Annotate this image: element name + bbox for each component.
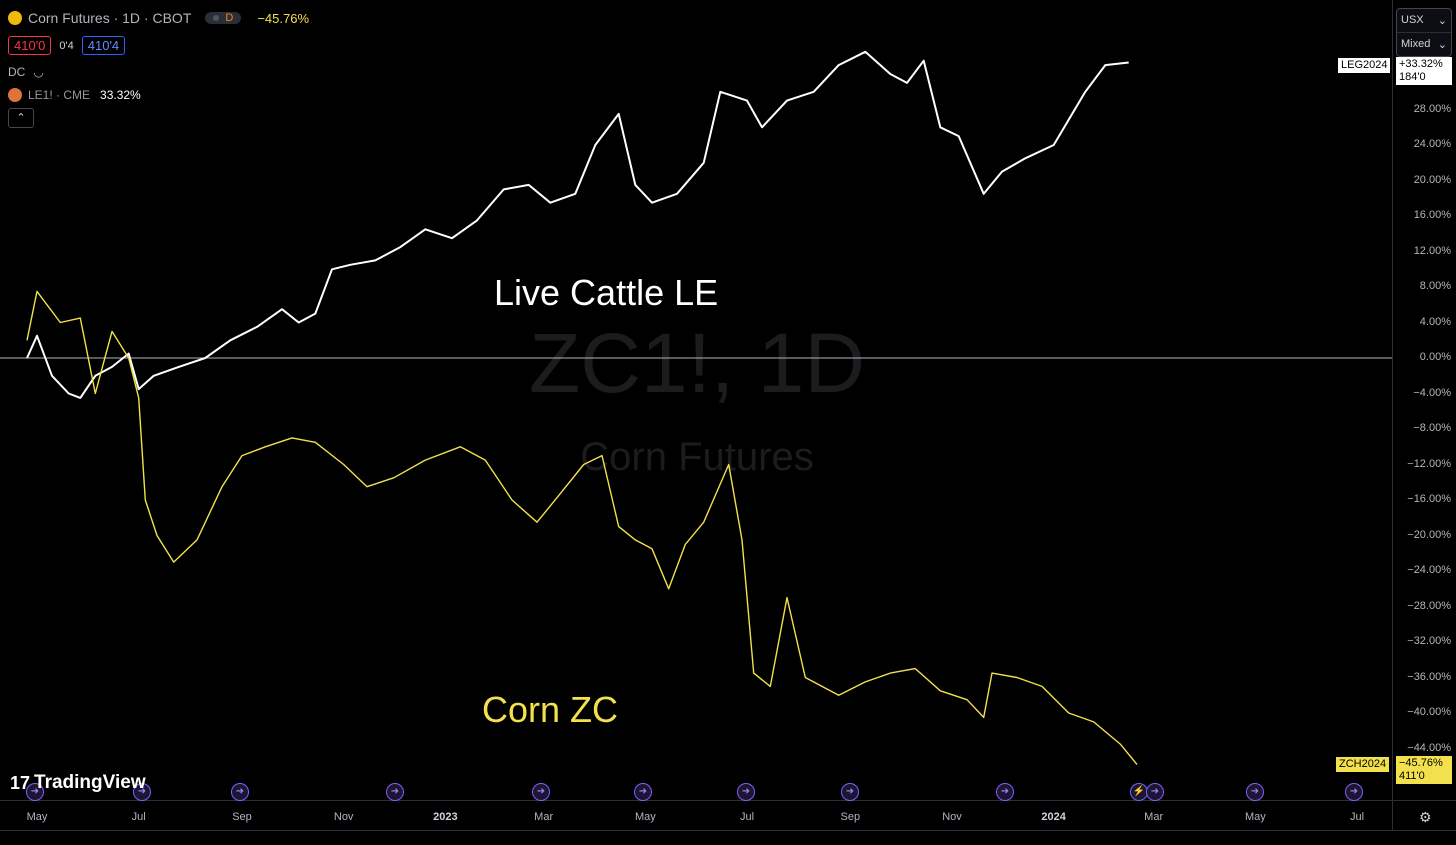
y-tick-label: 0.00% bbox=[1419, 351, 1451, 363]
interval-badge[interactable]: D bbox=[205, 12, 242, 24]
x-tick-label: Nov bbox=[333, 811, 354, 823]
chart-canvas[interactable]: ZC1!, 1D Corn Futures Live Cattle LE Cor… bbox=[0, 0, 1392, 800]
interval-label: D bbox=[225, 12, 234, 24]
x-tick-label: Mar bbox=[1144, 811, 1164, 823]
le-pct: +33.32% bbox=[1399, 58, 1443, 70]
watermark-symbol: ZC1!, 1D bbox=[529, 316, 865, 410]
y-tick-label: −24.00% bbox=[1407, 564, 1451, 576]
symbol-header: Corn Futures · 1D · CBOT D −45.76% bbox=[8, 10, 309, 26]
y-tick-label: −28.00% bbox=[1407, 599, 1451, 612]
collapse-legend-button[interactable]: ⌃ bbox=[8, 108, 34, 128]
currency-value: USX bbox=[1401, 14, 1424, 26]
event-marker-icon[interactable]: ➜ bbox=[133, 783, 151, 801]
scale-controls: USX ⌄ Mixed ⌄ bbox=[1396, 8, 1452, 57]
watermark-name: Corn Futures bbox=[580, 435, 813, 479]
event-marker-icon[interactable]: ➜ bbox=[634, 783, 652, 801]
x-tick-label: Nov bbox=[942, 811, 962, 823]
tv-mark-icon: 17 bbox=[10, 772, 31, 793]
event-marker-icon[interactable]: ➜ bbox=[1146, 783, 1164, 801]
event-marker-icon[interactable]: ➜ bbox=[1345, 783, 1363, 801]
compare-row: LE1! · CME 33.32% bbox=[8, 88, 141, 102]
x-tick-label: Jul bbox=[1349, 811, 1365, 823]
event-marker-icon[interactable]: ➜ bbox=[26, 783, 44, 801]
symbol-title[interactable]: Corn Futures · 1D · CBOT bbox=[28, 10, 192, 26]
y-tick-label: 8.00% bbox=[1419, 280, 1451, 292]
chevron-up-icon: ⌃ bbox=[16, 112, 26, 124]
buy-button[interactable]: 410'4 bbox=[81, 36, 126, 55]
event-marker-icon[interactable]: ➜ bbox=[532, 783, 550, 801]
x-tick-label: May bbox=[26, 811, 48, 823]
le-symbol-tag: LEG2024 bbox=[1338, 58, 1391, 73]
zc-value-tag: −45.76% 411'0 bbox=[1396, 756, 1452, 784]
zc-pct: −45.76% bbox=[1399, 757, 1443, 769]
dividend-marker-icon[interactable]: ⚡ bbox=[1130, 783, 1148, 801]
axis-corner: ⚙ bbox=[1392, 800, 1456, 831]
le-price: 184'0 bbox=[1399, 71, 1426, 83]
corn-logo-icon bbox=[8, 11, 22, 25]
event-marker-icon[interactable]: ➜ bbox=[1246, 783, 1264, 801]
event-marker-icon[interactable]: ➜ bbox=[841, 783, 859, 801]
y-tick-label: 20.00% bbox=[1413, 173, 1451, 186]
zc-symbol-tag: ZCH2024 bbox=[1336, 757, 1390, 772]
x-tick-label: May bbox=[1244, 811, 1266, 823]
spread-value: 0'4 bbox=[59, 39, 74, 52]
time-axis[interactable]: May Jul Sep Nov 2023 Mar May Jul Sep Nov 2024 Mar Ma… bbox=[0, 800, 1392, 831]
brand-name: TradingView bbox=[34, 772, 146, 793]
change-percent: −45.76% bbox=[257, 10, 310, 26]
y-tick-label: −12.00% bbox=[1407, 457, 1451, 470]
y-tick-label: −20.00% bbox=[1407, 528, 1451, 541]
x-tick-label: 2023 bbox=[433, 811, 458, 823]
y-tick-label: −44.00% bbox=[1407, 741, 1451, 754]
y-tick-label: 4.00% bbox=[1419, 315, 1451, 328]
y-tick-label: −16.00% bbox=[1407, 493, 1451, 505]
le-value-tag: +33.32% 184'0 bbox=[1396, 57, 1452, 85]
sell-button[interactable]: 410'0 bbox=[8, 36, 52, 55]
chevron-down-icon: ⌄ bbox=[1437, 15, 1447, 27]
y-tick-label: 28.00% bbox=[1413, 102, 1451, 115]
event-marker-icon[interactable]: ➜ bbox=[386, 783, 404, 801]
chevron-down-icon: ⌄ bbox=[1437, 39, 1447, 51]
y-tick-label: −8.00% bbox=[1413, 422, 1451, 434]
event-marker-icon[interactable]: ➜ bbox=[231, 783, 249, 801]
zc-price: 411'0 bbox=[1399, 770, 1425, 782]
compare-percent: 33.32% bbox=[100, 88, 141, 102]
y-tick-label: −40.00% bbox=[1407, 706, 1451, 718]
indicator-row: DC ◡ bbox=[8, 65, 44, 79]
eye-hidden-icon[interactable]: ◡ bbox=[33, 65, 44, 79]
cattle-series-line[interactable] bbox=[26, 50, 1129, 399]
price-axis[interactable]: 28.00% 24.00% 20.00% 16.00% 12.00% 8.00% 4.00%… bbox=[1392, 0, 1456, 800]
settings-gear-icon[interactable]: ⚙ bbox=[1419, 809, 1432, 825]
cattle-annotation: Live Cattle LE bbox=[494, 272, 718, 313]
y-tick-label: 12.00% bbox=[1413, 244, 1451, 257]
corn-annotation: Corn ZC bbox=[482, 689, 618, 730]
x-tick-label: 2024 bbox=[1041, 811, 1066, 823]
y-tick-label: 24.00% bbox=[1413, 138, 1451, 150]
y-tick-label: −32.00% bbox=[1407, 635, 1451, 647]
corn-series-line[interactable] bbox=[26, 290, 1138, 765]
scale-mode-select[interactable]: Mixed ⌄ bbox=[1397, 33, 1451, 56]
x-tick-label: Mar bbox=[534, 811, 554, 823]
status-dot-icon bbox=[213, 15, 220, 21]
x-tick-label: Jul bbox=[131, 811, 146, 823]
x-tick-label: Sep bbox=[232, 811, 252, 823]
x-tick-label: Jul bbox=[739, 811, 755, 823]
bid-ask-row: 410'0 0'4 410'4 bbox=[8, 36, 126, 55]
y-tick-label: −36.00% bbox=[1407, 670, 1451, 683]
event-marker-icon[interactable]: ➜ bbox=[996, 783, 1014, 801]
indicator-label[interactable]: DC bbox=[8, 65, 26, 79]
compare-symbol[interactable]: LE1! · CME bbox=[28, 88, 91, 102]
currency-select[interactable]: USX ⌄ bbox=[1397, 9, 1451, 33]
event-marker-icon[interactable]: ➜ bbox=[737, 783, 755, 801]
cattle-logo-icon bbox=[8, 88, 22, 102]
tradingview-logo[interactable]: 17 TradingView bbox=[10, 772, 146, 794]
scale-mode-value: Mixed bbox=[1401, 38, 1431, 50]
x-tick-label: May bbox=[634, 811, 656, 823]
y-tick-label: 16.00% bbox=[1413, 209, 1451, 221]
x-tick-label: Sep bbox=[840, 811, 861, 823]
bottom-toolbar bbox=[0, 830, 1456, 845]
y-tick-label: −4.00% bbox=[1413, 386, 1451, 399]
